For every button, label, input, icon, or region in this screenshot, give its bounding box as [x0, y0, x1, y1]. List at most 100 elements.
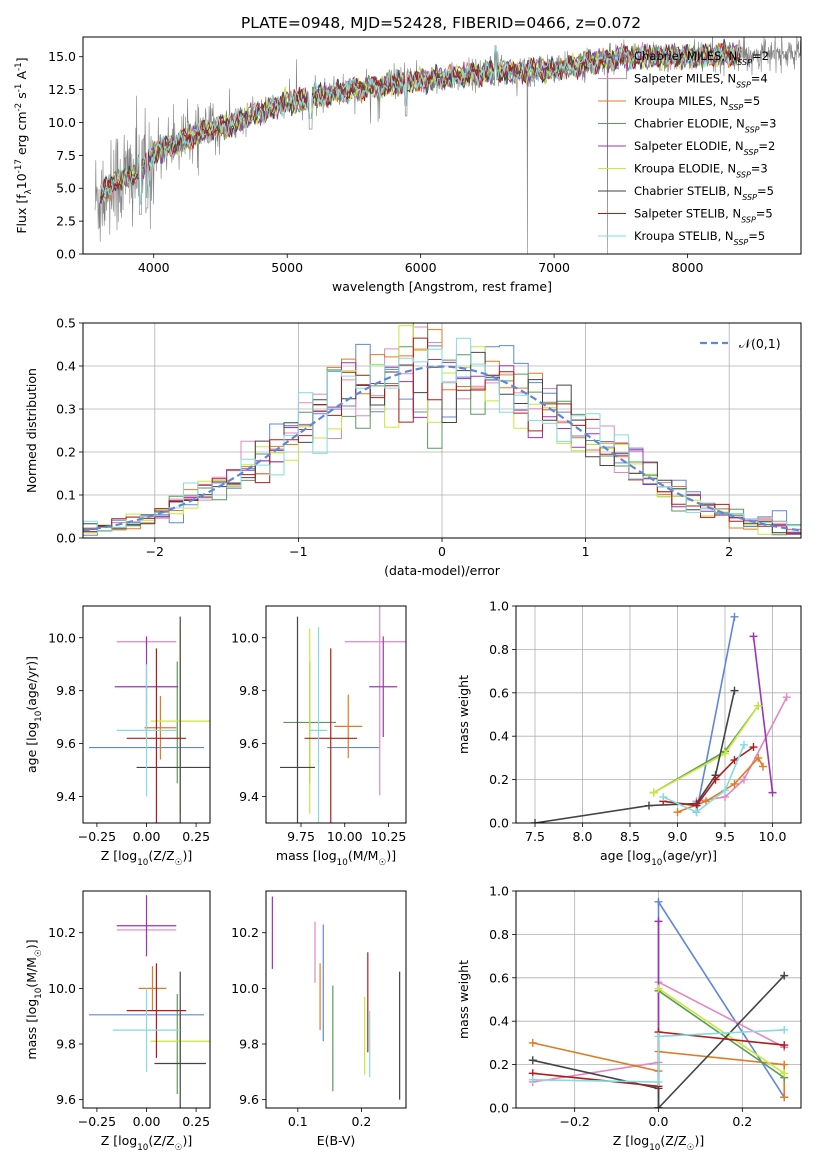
x-tick-label: 4000	[138, 260, 170, 275]
weights-marker	[754, 753, 763, 762]
weight_vs_Z-x-axis-label: Z [log10(Z/Z☉)]	[613, 1133, 704, 1153]
legend-entry-salpeter-elodie: Salpeter ELODIE, NSSP=2	[634, 139, 775, 157]
x-tick-label: 0.25	[182, 829, 210, 844]
weights-marker	[692, 808, 701, 817]
mass_vs_ebv-x-axis-label: E(B-V)	[317, 1133, 356, 1148]
y-tick-label: 0.0	[489, 816, 509, 831]
model-line-chabrier-stelib	[99, 38, 742, 205]
weights-line	[532, 1029, 785, 1083]
errorbar-salpeter-stelib	[126, 648, 187, 823]
weights-marker	[721, 749, 729, 758]
mass_vs_Z-y-axis-label: mass [log10(M/M☉)]	[24, 939, 44, 1059]
weight_vs_age-plot-area	[516, 606, 801, 823]
mass_vs_ebv-plot-area	[271, 896, 401, 1100]
y-tick-label: 0.4	[489, 1014, 509, 1029]
y-tick-label: 7.5	[56, 148, 76, 163]
legend-entry-chabrier-elodie: Chabrier ELODIE, NSSP=3	[634, 117, 776, 135]
y-tick-label: 15.0	[48, 49, 76, 64]
age_vs_Z-plot-area	[88, 616, 210, 823]
weights-marker	[740, 740, 748, 749]
mass_vs_Z-x-axis-label: Z [log10(Z/Z☉)]	[101, 1133, 192, 1153]
legend-entry-chabrier-stelib: Chabrier STELIB, NSSP=5	[634, 184, 774, 202]
residuals-plot-area	[83, 323, 801, 538]
weight_vs_Z-plot-area	[516, 891, 801, 1108]
errorbar-kroupa-stelib	[309, 627, 328, 823]
y-tick-label: 10.0	[48, 630, 76, 645]
x-tick-label: 7.5	[525, 829, 545, 844]
y-tick-label: 10.2	[231, 925, 259, 940]
weights-marker	[780, 1069, 789, 1078]
weights-marker	[645, 801, 653, 810]
weights-marker	[528, 1056, 537, 1065]
weight_vs_age-frame	[515, 605, 802, 824]
weights-marker	[754, 701, 763, 710]
weights-marker	[749, 632, 758, 641]
figure-title: PLATE=0948, MJD=52428, FIBERID=0466, z=0…	[241, 14, 641, 32]
legend-entry-salpeter-stelib: Salpeter STELIB, NSSP=5	[634, 207, 773, 225]
panel-age_vs_mass: 9.75 10.00 10.25 9.4 9.6 9.8 10.0 mass [log10(M…	[231, 605, 407, 868]
x-tick-label: 0.1	[288, 1114, 308, 1129]
y-tick-label: 9.6	[239, 736, 259, 751]
x-tick-label: 9.5	[715, 829, 735, 844]
y-tick-label: 0.6	[489, 970, 509, 985]
spectrum-y-axis-label: Flux [fλ10-17 erg cm-2 s-1 A-1]	[14, 57, 34, 233]
panel-weight_vs_Z: −0.2 0.0 0.2 0.0 0.2 0.4 0.6 0.8 1.0 Z [log10(Z/Z…	[456, 884, 802, 1153]
errorbar-chabrier-stelib	[154, 971, 207, 1108]
errorbar-chabrier-stelib	[280, 616, 315, 823]
weight_vs_Z-y-axis-label: mass weight	[456, 960, 471, 1039]
errorbar-kroupa-stelib	[112, 988, 181, 1072]
x-tick-label: −2	[146, 544, 164, 559]
x-tick-label: 10.00	[327, 829, 363, 844]
weights-line	[752, 636, 774, 793]
y-tick-label: 0.2	[489, 772, 509, 787]
weights-kroupa-elodie	[654, 984, 789, 1078]
weights-marker	[659, 792, 668, 801]
y-tick-label: 9.8	[239, 1037, 259, 1052]
age_vs_Z-x-axis-label: Z [log10(Z/Z☉)]	[101, 848, 192, 868]
weights-marker	[654, 1032, 663, 1041]
weights-salpeter-elodie	[749, 632, 777, 797]
weights-marker	[780, 1060, 789, 1069]
weight_vs_age-x-axis-label: age [log10(age/yr)]	[600, 848, 717, 868]
weights-marker	[730, 612, 739, 621]
x-tick-label: −0.25	[78, 1114, 116, 1129]
x-tick-label: 0.0	[649, 1114, 669, 1129]
weights-marker	[780, 971, 789, 980]
y-tick-label: 0.6	[489, 685, 509, 700]
y-tick-label: 9.8	[56, 683, 76, 698]
weights-kroupa-stelib	[659, 740, 748, 817]
weights-line	[532, 975, 785, 1108]
y-tick-label: 9.8	[56, 1037, 76, 1052]
y-tick-label: 0.8	[489, 927, 509, 942]
normal-reference-curve	[83, 365, 801, 532]
weights-marker	[654, 1077, 663, 1086]
weights-line	[662, 744, 745, 814]
weights-marker	[654, 984, 663, 993]
weights-marker	[673, 808, 682, 817]
weights-marker	[768, 788, 777, 797]
age_vs_Z-y-axis-label: age [log10(age/yr)]	[24, 656, 44, 773]
y-tick-label: 10.2	[48, 925, 76, 940]
x-tick-label: 0.2	[732, 1114, 752, 1129]
y-tick-label: 0.4	[56, 359, 76, 374]
y-tick-label: 9.6	[239, 1092, 259, 1107]
legend-entry-kroupa-miles: Kroupa MILES, NSSP=5	[634, 94, 760, 112]
y-tick-label: 9.8	[239, 683, 259, 698]
weights-marker	[740, 775, 748, 784]
x-tick-label: 8000	[672, 260, 704, 275]
weights-kroupa-miles	[673, 753, 767, 817]
x-tick-label: 2	[725, 544, 733, 559]
y-tick-label: 0.3	[56, 402, 76, 417]
weight_vs_age-y-axis-label: mass weight	[456, 675, 471, 754]
x-tick-label: 10.25	[371, 829, 407, 844]
errorbar-chabrier-stelib	[136, 616, 210, 823]
errorbar-kroupa-miles	[334, 694, 363, 759]
weights-line	[534, 690, 736, 823]
y-tick-label: 0.8	[489, 642, 509, 657]
y-tick-label: 1.0	[489, 599, 509, 614]
mass_vs_Z-plot-area	[88, 895, 210, 1108]
y-tick-label: 0.0	[56, 247, 76, 262]
spectrum-plot-area	[94, 37, 801, 254]
y-tick-label: 2.5	[56, 214, 76, 229]
weights-line	[657, 899, 785, 1108]
